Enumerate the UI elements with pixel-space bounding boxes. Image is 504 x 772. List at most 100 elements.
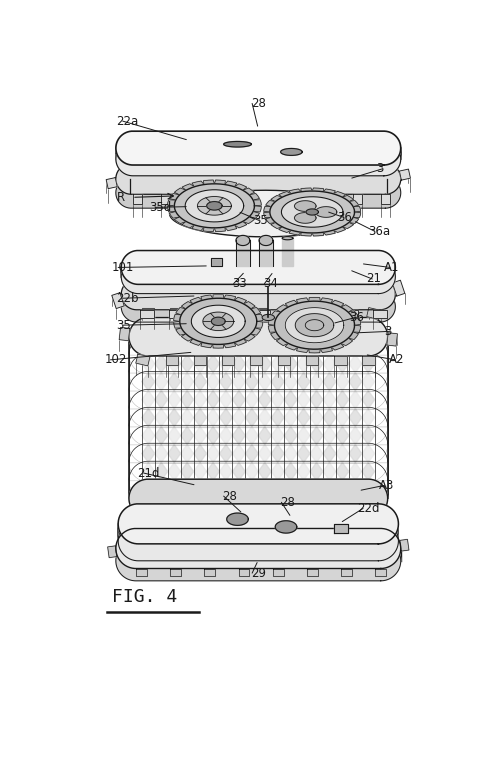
Polygon shape: [353, 195, 362, 204]
Polygon shape: [258, 391, 271, 408]
Polygon shape: [155, 373, 168, 391]
Polygon shape: [271, 445, 284, 462]
Polygon shape: [168, 445, 180, 462]
Polygon shape: [339, 308, 351, 317]
Polygon shape: [232, 391, 245, 408]
Polygon shape: [297, 445, 310, 462]
Polygon shape: [253, 200, 262, 206]
Polygon shape: [286, 310, 299, 318]
Polygon shape: [271, 480, 284, 499]
Polygon shape: [336, 445, 349, 462]
Polygon shape: [245, 354, 258, 373]
Polygon shape: [349, 218, 359, 223]
Polygon shape: [271, 354, 284, 373]
Polygon shape: [245, 408, 258, 427]
Polygon shape: [131, 521, 141, 529]
Polygon shape: [168, 408, 180, 427]
Polygon shape: [295, 313, 334, 337]
Polygon shape: [174, 184, 255, 228]
Polygon shape: [271, 408, 284, 427]
Polygon shape: [323, 427, 336, 445]
Polygon shape: [180, 462, 194, 480]
Polygon shape: [185, 190, 243, 222]
Polygon shape: [127, 154, 136, 164]
Polygon shape: [271, 195, 282, 201]
Polygon shape: [349, 462, 362, 480]
Polygon shape: [320, 347, 333, 353]
Polygon shape: [279, 227, 291, 232]
Polygon shape: [310, 308, 323, 317]
Polygon shape: [201, 295, 213, 300]
Polygon shape: [168, 354, 180, 373]
Polygon shape: [374, 154, 384, 164]
Polygon shape: [220, 462, 232, 480]
Polygon shape: [245, 462, 258, 480]
Polygon shape: [182, 184, 195, 190]
Polygon shape: [399, 169, 410, 180]
Polygon shape: [259, 241, 273, 266]
Polygon shape: [273, 568, 284, 576]
Polygon shape: [168, 462, 180, 480]
Text: 21: 21: [366, 273, 381, 286]
Polygon shape: [250, 356, 262, 365]
Polygon shape: [232, 373, 245, 391]
Polygon shape: [194, 408, 207, 427]
Polygon shape: [130, 270, 144, 279]
Polygon shape: [207, 427, 220, 445]
Polygon shape: [194, 354, 207, 373]
Polygon shape: [349, 354, 362, 373]
Polygon shape: [207, 354, 220, 373]
Polygon shape: [349, 373, 362, 391]
Polygon shape: [294, 212, 316, 223]
Polygon shape: [245, 373, 258, 391]
Text: 35: 35: [116, 319, 132, 332]
Polygon shape: [173, 321, 181, 328]
Polygon shape: [155, 445, 168, 462]
Polygon shape: [336, 427, 349, 445]
Polygon shape: [275, 301, 354, 349]
Polygon shape: [282, 308, 295, 317]
Polygon shape: [207, 445, 220, 462]
Polygon shape: [333, 227, 346, 232]
Text: 36a: 36a: [368, 225, 391, 238]
Polygon shape: [192, 181, 204, 187]
Polygon shape: [344, 310, 358, 318]
Polygon shape: [282, 236, 293, 240]
Polygon shape: [296, 298, 309, 303]
Polygon shape: [284, 337, 297, 354]
Polygon shape: [284, 391, 297, 408]
Polygon shape: [310, 480, 323, 499]
Polygon shape: [207, 373, 220, 391]
Polygon shape: [170, 308, 182, 317]
Polygon shape: [211, 258, 222, 266]
Text: 102: 102: [104, 354, 127, 367]
Polygon shape: [310, 391, 323, 408]
Text: 36: 36: [338, 211, 352, 224]
Polygon shape: [381, 195, 390, 204]
Polygon shape: [336, 354, 349, 373]
Polygon shape: [271, 311, 281, 318]
Polygon shape: [336, 521, 346, 529]
Polygon shape: [268, 318, 276, 325]
Polygon shape: [207, 201, 222, 210]
Polygon shape: [267, 521, 278, 529]
Polygon shape: [142, 354, 155, 373]
Polygon shape: [297, 337, 310, 354]
Polygon shape: [245, 391, 258, 408]
Polygon shape: [323, 230, 335, 235]
Polygon shape: [285, 307, 344, 343]
Polygon shape: [214, 180, 225, 185]
Polygon shape: [271, 462, 284, 480]
Polygon shape: [226, 308, 238, 317]
Polygon shape: [204, 180, 214, 185]
Polygon shape: [180, 427, 194, 445]
Polygon shape: [258, 462, 271, 480]
Text: FIG. 4: FIG. 4: [112, 588, 177, 606]
Polygon shape: [119, 327, 130, 340]
Polygon shape: [362, 337, 374, 354]
Polygon shape: [284, 445, 297, 462]
Polygon shape: [342, 195, 354, 201]
Polygon shape: [190, 297, 202, 304]
Polygon shape: [136, 354, 150, 366]
Polygon shape: [121, 291, 395, 322]
